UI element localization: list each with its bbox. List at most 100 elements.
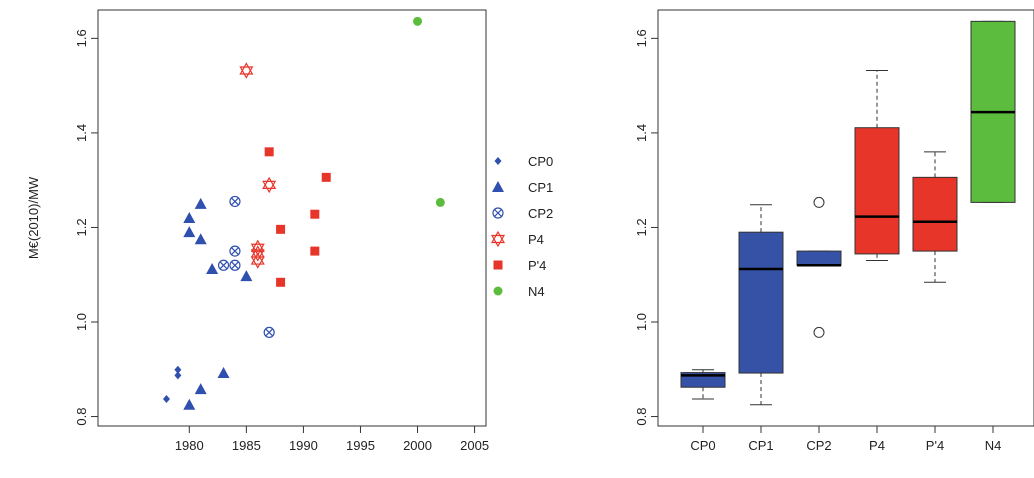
scatter-x-tick-label: 1995 — [346, 438, 375, 453]
point-p4-up — [239, 62, 254, 75]
box-y-tick-label: 0.8 — [634, 408, 649, 426]
point-cp0 — [162, 395, 170, 404]
box-x-tick-label: P4 — [869, 438, 885, 453]
scatter-y-tick-label: 1.4 — [74, 124, 89, 142]
scatter-y-tick-label: 0.8 — [74, 408, 89, 426]
point-p4 — [276, 277, 286, 287]
scatter-x-tick-label: 1980 — [175, 438, 204, 453]
scatter-y-tick-label: 1.2 — [74, 218, 89, 236]
scatter-x-tick-label: 2005 — [460, 438, 489, 453]
box-body-cp1 — [738, 231, 784, 374]
box-y-tick-label: 1.4 — [634, 124, 649, 142]
box-y-tick-label: 1.2 — [634, 218, 649, 236]
point-cp2-cross-b — [231, 261, 239, 270]
point-p4-down — [262, 180, 277, 194]
legend-label-cp0: CP0 — [528, 154, 553, 169]
point-cp2-ring — [229, 245, 241, 257]
legend-label-p4: P'4 — [528, 258, 546, 273]
box-x-ticks: CP0 CP1 CP2 P4 P'4 N4 — [690, 426, 1001, 453]
legend-label-cp1: CP1 — [528, 180, 553, 195]
box-cp2 — [796, 196, 842, 338]
box-y-tick-label: 1.6 — [634, 29, 649, 47]
box-y-ticks: 0.8 1.0 1.2 1.4 1.6 — [634, 29, 658, 426]
scatter-y-tick-label: 1.0 — [74, 313, 89, 331]
point-cp1 — [194, 233, 207, 245]
point-cp1 — [206, 263, 219, 275]
legend-marker-cp1 — [492, 181, 504, 192]
scatter-y-axis-label: M€(2010)/MW — [26, 176, 41, 259]
legend-marker-p4-down — [490, 234, 506, 248]
point-cp2-cross-b — [231, 247, 239, 256]
box-p4 — [854, 70, 900, 262]
point-p4 — [250, 252, 265, 269]
point-cp1 — [183, 212, 196, 223]
point-cp2-cross-b — [231, 197, 239, 206]
box-cp1 — [738, 204, 784, 406]
legend-marker-cp2-ring — [492, 207, 504, 219]
point-cp2 — [229, 195, 241, 208]
point-p4 — [310, 209, 320, 219]
point-p4 — [321, 172, 331, 182]
box-x-tick-label: P'4 — [926, 438, 944, 453]
legend-marker-p4-up — [490, 230, 506, 244]
scatter-x-tick-label: 2000 — [403, 438, 432, 453]
box-n4 — [970, 20, 1016, 203]
legend-marker-cp2 — [492, 207, 504, 219]
point-p4-up — [262, 176, 277, 190]
scatter-plot-frame — [97, 9, 487, 427]
scatter-panel: M€(2010)/MW 1980 1985 1990 1995 2000 2005 0.8… — [26, 9, 553, 453]
point-cp1 — [240, 270, 253, 282]
legend-marker-p4 — [493, 260, 503, 270]
scatter-y-ticks: 0.8 1.0 1.2 1.4 1.6 — [74, 29, 98, 426]
box-x-tick-label: CP1 — [748, 438, 773, 453]
legend-label-p4: P4 — [528, 232, 544, 247]
legend-label-cp2: CP2 — [528, 206, 553, 221]
point-n4 — [413, 16, 423, 26]
point-p4 — [264, 147, 274, 157]
point-p4-down — [239, 66, 254, 79]
point-cp1 — [183, 226, 196, 238]
point-cp2-ring — [229, 259, 241, 271]
legend-label-n4: N4 — [528, 284, 545, 299]
point-cp2 — [217, 259, 230, 271]
box-body-p4 — [912, 176, 958, 252]
point-cp1 — [183, 398, 196, 410]
point-n4 — [435, 197, 445, 207]
legend-marker-n4 — [493, 286, 503, 296]
legend-marker-cp2-cross-b — [494, 209, 502, 217]
scatter-x-tick-label: 1985 — [232, 438, 261, 453]
scatter-points — [162, 16, 445, 410]
box-plot-frame — [657, 9, 1034, 427]
scatter-y-tick-label: 1.6 — [74, 29, 89, 47]
box-elements — [680, 20, 1016, 406]
point-p4-down — [250, 249, 265, 262]
box-x-tick-label: CP2 — [806, 438, 831, 453]
outlier-cp2 — [813, 326, 825, 338]
point-cp2 — [263, 326, 275, 338]
legend-marker-cp0 — [494, 157, 502, 165]
point-p4 — [276, 224, 286, 234]
point-cp1 — [217, 367, 230, 379]
point-p4 — [239, 62, 254, 79]
box-body-p4 — [854, 127, 900, 255]
point-p4 — [310, 246, 320, 256]
scatter-x-ticks: 1980 1985 1990 1995 2000 2005 — [175, 426, 489, 453]
point-cp2-ring — [217, 259, 230, 271]
point-cp1 — [194, 197, 207, 209]
point-cp1 — [194, 383, 207, 395]
box-x-tick-label: N4 — [985, 438, 1002, 453]
point-cp0 — [174, 371, 182, 380]
outlier-cp2 — [813, 196, 825, 208]
point-p4-up — [250, 239, 265, 252]
box-cp0 — [680, 369, 726, 400]
box-y-tick-label: 1.0 — [634, 313, 649, 331]
point-cp2-ring — [263, 326, 275, 338]
scatter-x-tick-label: 1990 — [289, 438, 318, 453]
point-p4-down — [250, 256, 265, 269]
point-cp2-ring — [229, 195, 241, 208]
point-cp2 — [229, 245, 241, 257]
box-x-tick-label: CP0 — [690, 438, 715, 453]
point-cp2 — [229, 259, 241, 271]
point-cp2-cross-b — [265, 328, 274, 337]
